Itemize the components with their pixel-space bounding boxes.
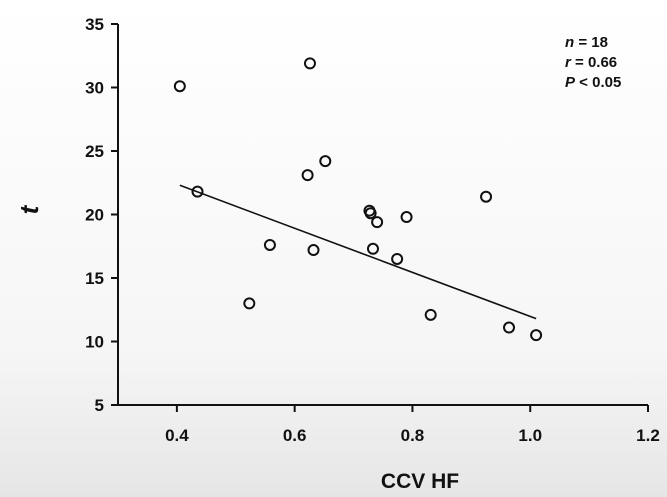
data-point [243, 297, 256, 310]
data-point [364, 207, 377, 220]
data-point [319, 155, 332, 168]
y-tick-label: 20 [85, 206, 104, 225]
stats-annotation: n = 18 r = 0.66 P < 0.05 [565, 34, 621, 91]
stat-n-symbol: n [565, 34, 574, 51]
x-tick-label: 0.4 [165, 426, 189, 445]
data-point [530, 329, 543, 342]
stat-p-value: < 0.05 [575, 74, 621, 91]
trend-line [179, 184, 537, 320]
data-point [503, 321, 516, 334]
y-tick-label: 5 [95, 396, 104, 415]
x-tick-label: 1.0 [518, 426, 542, 445]
stat-r: r = 0.66 [565, 54, 617, 71]
stat-n-value: = 18 [574, 34, 608, 51]
x-tick-label: 1.2 [636, 426, 660, 445]
data-point [480, 190, 493, 203]
y-tick-label: 30 [85, 79, 104, 98]
stat-p: P < 0.05 [565, 74, 621, 91]
data-point [303, 57, 316, 70]
y-tick-label: 10 [85, 333, 104, 352]
x-axis-ticks: 0.4 0.6 0.8 1.0 1.2 [165, 405, 660, 445]
y-tick-label: 35 [85, 15, 104, 34]
data-point [391, 252, 404, 265]
stat-r-value: = 0.66 [571, 54, 617, 71]
x-tick-label: 0.6 [283, 426, 307, 445]
data-point [424, 308, 437, 321]
stat-n: n = 18 [565, 34, 608, 51]
data-point [371, 216, 384, 229]
stat-r-symbol: r [565, 54, 572, 71]
y-axis-ticks: 5 10 15 20 25 30 35 [85, 15, 118, 415]
data-point [173, 80, 186, 93]
data-points [173, 57, 543, 342]
y-tick-label: 25 [85, 142, 104, 161]
data-point [366, 242, 379, 255]
y-tick-label: 15 [85, 269, 104, 288]
data-point [301, 169, 314, 182]
x-tick-label: 0.8 [401, 426, 425, 445]
data-point [400, 211, 413, 224]
x-axis-title: CCV HF [381, 470, 459, 493]
data-point [263, 238, 276, 251]
y-axis-title: t [14, 204, 44, 214]
data-point [307, 244, 320, 257]
data-point [191, 185, 204, 198]
stat-p-symbol: P [565, 74, 576, 91]
